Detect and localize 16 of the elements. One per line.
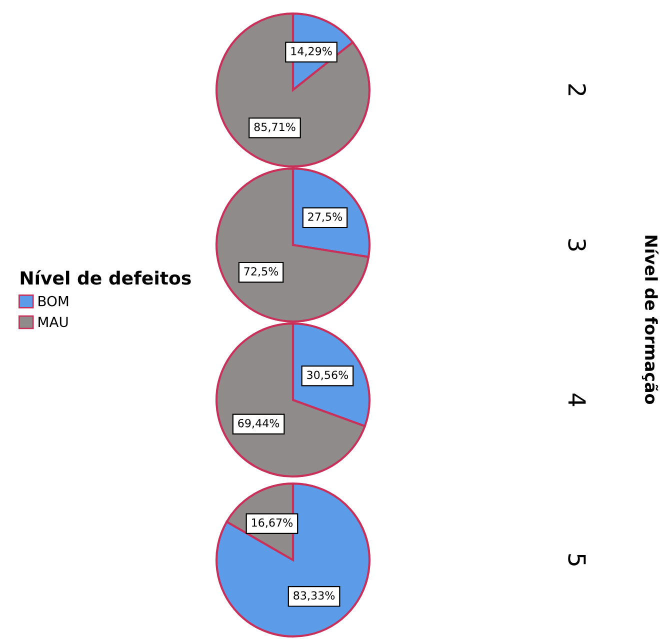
data-label: 14,29% <box>291 46 332 56</box>
data-label: 72,5% <box>244 267 278 277</box>
data-label: 27,5% <box>308 212 342 222</box>
data-label: 30,56% <box>307 370 348 380</box>
text: 5 <box>568 554 586 566</box>
text: 2 <box>568 84 586 96</box>
legend-title: Nível de defeitos <box>20 270 191 285</box>
data-label: 83,33% <box>294 591 335 601</box>
data-label: 69,44% <box>238 418 280 428</box>
text: 3 <box>568 239 586 251</box>
text: 4 <box>568 394 586 406</box>
legend-label: MAU <box>38 316 68 328</box>
data-label: 85,71% <box>254 122 296 132</box>
data-label: 16,67% <box>252 518 293 528</box>
legend-label: BOM <box>38 296 68 306</box>
text: Nível de formação <box>642 236 658 404</box>
